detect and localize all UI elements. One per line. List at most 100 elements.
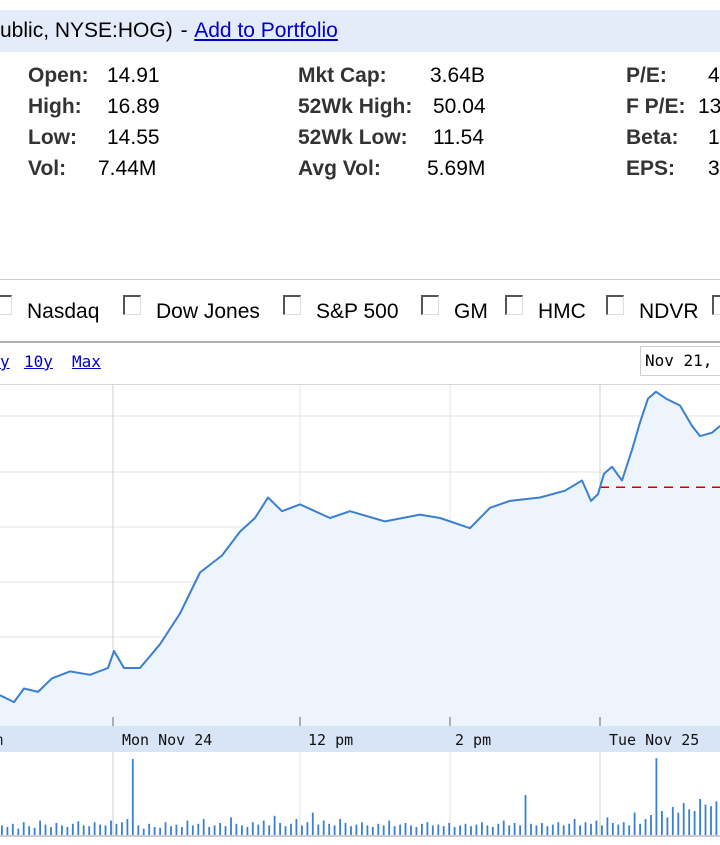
volume-bar [279, 823, 281, 835]
price-line [0, 390, 720, 704]
volume-bar [628, 825, 631, 835]
volume-bar [71, 823, 74, 835]
zoom-link-y[interactable]: y [0, 352, 10, 371]
stat-52wk-high-value: 50.04 [433, 95, 486, 118]
volume-bar [671, 807, 674, 835]
volume-bar [164, 822, 167, 835]
compare-label-ndvr[interactable]: NDVR [639, 300, 699, 323]
volume-bar [590, 823, 592, 835]
volume-bar [191, 825, 194, 835]
volume-bar [181, 827, 183, 835]
volume-bar [426, 822, 429, 835]
volume-bar [317, 824, 320, 835]
title-separator: - [180, 19, 188, 42]
volume-bar [137, 825, 140, 835]
volume-bar [333, 825, 336, 835]
stat-pe: P/E: [626, 64, 667, 87]
x-axis-band [0, 726, 720, 752]
volume-bar [88, 826, 91, 835]
volume-bar [213, 825, 216, 835]
volume-bar [644, 819, 647, 835]
volume-bar [693, 811, 696, 835]
volume-bar [530, 823, 532, 835]
volume-bar [470, 826, 472, 835]
volume-bar [502, 820, 505, 835]
volume-bar [104, 825, 107, 835]
stat-mkt-cap: Mkt Cap: [298, 64, 387, 87]
volume-bar [508, 825, 511, 835]
volume-bar [584, 822, 587, 835]
volume-bar [33, 827, 36, 835]
stat-mkt-cap-value: 3.64B [430, 64, 485, 87]
volume-bar [284, 826, 287, 835]
volume-bar [170, 826, 172, 835]
volume-bar [410, 825, 412, 835]
volume-bar [328, 823, 331, 835]
volume-bar [437, 824, 440, 835]
volume-bar [513, 823, 516, 835]
volume-bar [399, 824, 401, 835]
compare-label-hmc[interactable]: HMC [538, 300, 586, 323]
volume-bar [497, 823, 500, 835]
volume-bar [295, 819, 298, 835]
volume-bar [93, 822, 96, 835]
stat-low-value: 14.55 [107, 126, 160, 149]
volume-bar [339, 819, 341, 835]
stat-low: Low: [28, 126, 77, 149]
volume-bar [421, 823, 423, 835]
stat-fpe: F P/E: [626, 95, 686, 118]
x-axis-labels: m Mon Nov 24 12 pm 2 pm Tue Nov 25 [0, 717, 699, 749]
volume-bar [44, 824, 47, 835]
volume-bar [121, 822, 123, 835]
x-axis-label-3: 2 pm [455, 731, 491, 749]
zoom-link-10y[interactable]: 10y [24, 352, 53, 371]
volume-bar [186, 820, 189, 835]
zoom-link-max[interactable]: Max [72, 352, 101, 371]
x-axis-label-0: m [0, 731, 3, 749]
date-range-field[interactable]: Nov 21, 2008 [640, 346, 720, 376]
compare-checkbox-hmc[interactable] [505, 295, 523, 315]
volume-bar [246, 827, 249, 835]
stat-vol: Vol: [28, 157, 67, 180]
volume-bar [355, 824, 358, 835]
compare-checkbox-sp500[interactable] [283, 295, 301, 315]
compare-label-dow-jones[interactable]: Dow Jones [156, 300, 260, 323]
volume-bar [622, 822, 625, 835]
volume-bar [322, 820, 325, 835]
stat-fpe-value: 13 [698, 95, 720, 118]
volume-bar [562, 825, 565, 835]
compare-checkbox-dow-jones[interactable] [123, 295, 141, 315]
volume-bar [639, 823, 641, 835]
compare-checkbox-ndvr[interactable] [606, 295, 624, 315]
volume-bar [606, 817, 609, 835]
stat-high: High: [28, 95, 82, 118]
volume-bar [448, 823, 451, 835]
volume-bar [28, 826, 31, 835]
price-area-fill [0, 391, 720, 726]
volume-bar [666, 817, 669, 835]
volume-bar [148, 823, 151, 835]
compare-checkbox-more[interactable] [712, 295, 720, 315]
volume-bar [442, 826, 445, 835]
volume-bar [1, 825, 3, 835]
compare-checkbox-nasdaq[interactable] [0, 295, 12, 315]
volume-bar [404, 823, 407, 835]
compare-label-gm[interactable]: GM [454, 300, 488, 323]
volume-bar [115, 823, 118, 835]
compare-divider [0, 279, 720, 280]
x-axis-label-1: Mon Nov 24 [122, 731, 212, 749]
volume-bar [453, 827, 456, 835]
volume-bar [459, 825, 461, 835]
compare-label-nasdaq[interactable]: Nasdaq [27, 300, 100, 323]
volume-bar [306, 822, 309, 835]
volume-bar [208, 827, 211, 835]
add-to-portfolio-link[interactable]: Add to Portfolio [194, 19, 338, 42]
volume-bar [486, 825, 489, 835]
volume-bar [61, 825, 63, 835]
volume-bar [126, 819, 129, 835]
compare-label-sp500[interactable]: S&P 500 [316, 300, 399, 323]
compare-checkbox-gm[interactable] [421, 295, 439, 315]
volume-bar [677, 812, 680, 835]
volume-bar [415, 827, 418, 835]
